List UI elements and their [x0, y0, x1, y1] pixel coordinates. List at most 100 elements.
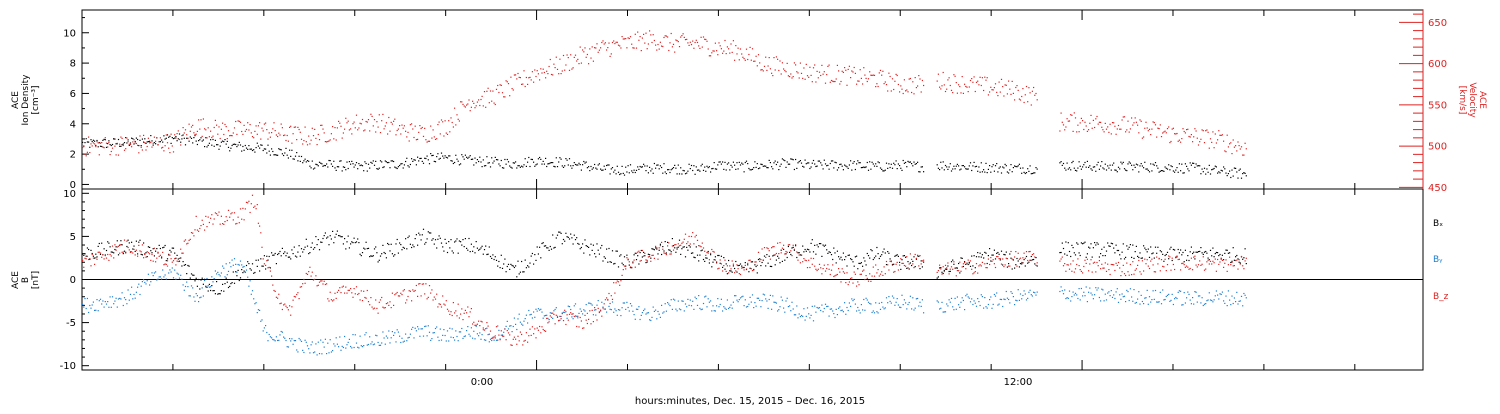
by-point: [833, 313, 835, 315]
bz-point: [1244, 260, 1246, 262]
ion-density-point: [763, 165, 766, 167]
by-point: [604, 299, 606, 301]
velocity-point: [1215, 142, 1217, 144]
by-point: [1076, 294, 1078, 296]
ion-density-point: [632, 171, 634, 174]
bz-point: [170, 258, 172, 260]
ion-density-point: [554, 166, 556, 168]
bz-point: [494, 337, 496, 339]
bx-point: [143, 242, 145, 244]
by-point: [335, 337, 337, 339]
by-point: [616, 314, 618, 316]
bz-point: [483, 329, 486, 331]
velocity-point: [245, 128, 248, 131]
bx-point: [108, 242, 110, 244]
ion-density-point: [986, 172, 988, 174]
bz-point: [675, 244, 677, 246]
by-point: [381, 342, 383, 344]
velocity-point: [422, 135, 425, 137]
bz-point: [421, 283, 423, 285]
ion-density-point: [742, 163, 744, 165]
ion-density-point: [513, 162, 515, 164]
ion-density-point: [946, 166, 948, 168]
ion-density-point: [385, 161, 387, 163]
velocity-point: [214, 119, 216, 121]
ion-density-point: [899, 165, 901, 167]
velocity-point: [480, 98, 482, 101]
by-point: [218, 274, 220, 276]
velocity-point: [1100, 121, 1102, 123]
bx-point: [967, 263, 969, 266]
by-point: [655, 309, 657, 311]
ion-density-point: [255, 147, 257, 149]
ion-density-point: [1221, 170, 1223, 172]
ion-density-point: [1151, 170, 1153, 172]
velocity-point: [98, 154, 100, 156]
bx-point: [1226, 249, 1228, 251]
by-point: [1011, 292, 1013, 294]
bz-point: [873, 275, 876, 277]
bx-point: [548, 249, 550, 251]
ion-density-point: [990, 171, 992, 173]
velocity-point: [426, 141, 428, 143]
by-point: [864, 309, 866, 311]
by-point: [1215, 290, 1217, 292]
velocity-point: [1187, 128, 1189, 130]
bx-point: [674, 247, 676, 249]
bz-point: [641, 249, 643, 252]
bz-point: [877, 269, 879, 271]
by-point: [178, 277, 181, 279]
velocity-point: [1022, 88, 1024, 90]
ion-density-point: [799, 160, 801, 162]
by-point: [777, 310, 779, 312]
bx-point: [567, 236, 569, 238]
ion-density-point: [906, 166, 908, 168]
bz-point: [516, 343, 518, 345]
velocity-point: [617, 44, 620, 46]
ion-density-point: [882, 170, 884, 172]
bx-point: [683, 246, 685, 248]
bx-point: [824, 244, 827, 246]
by-point: [1227, 290, 1229, 292]
velocity-point: [731, 51, 733, 53]
bz-point: [625, 268, 627, 270]
velocity-point: [751, 48, 754, 50]
bz-point: [283, 304, 285, 306]
bz-point: [1103, 267, 1105, 269]
by-point: [832, 310, 834, 312]
bx-point: [202, 283, 204, 285]
by-point: [659, 316, 661, 318]
by-point: [893, 297, 895, 299]
by-point: [256, 312, 258, 314]
velocity-point: [515, 74, 517, 76]
by-point: [485, 339, 487, 341]
bz-point: [604, 308, 606, 310]
bz-point: [486, 322, 488, 324]
bz-point: [187, 242, 189, 244]
bz-point: [377, 312, 379, 314]
velocity-point: [692, 40, 694, 42]
velocity-point: [1010, 93, 1012, 95]
bz-point: [998, 258, 1000, 260]
bx-point: [622, 264, 624, 266]
velocity-point: [379, 132, 382, 134]
bz-point: [857, 281, 859, 283]
by-point: [706, 306, 708, 308]
velocity-point: [294, 126, 297, 128]
bz-point: [549, 315, 551, 317]
bz-point: [241, 218, 243, 220]
velocity-point: [981, 77, 983, 79]
velocity-point: [271, 132, 273, 134]
ion-density-point: [1201, 168, 1203, 170]
bz-point: [364, 296, 366, 299]
bx-point: [659, 243, 661, 245]
by-point: [438, 339, 440, 342]
bx-point: [218, 293, 220, 295]
by-point: [317, 341, 319, 343]
by-point: [734, 295, 736, 297]
ion-density-point: [1164, 166, 1166, 168]
bx-point: [250, 269, 252, 271]
bx-point: [732, 265, 734, 267]
by-point: [426, 335, 428, 337]
by-point: [300, 340, 303, 342]
